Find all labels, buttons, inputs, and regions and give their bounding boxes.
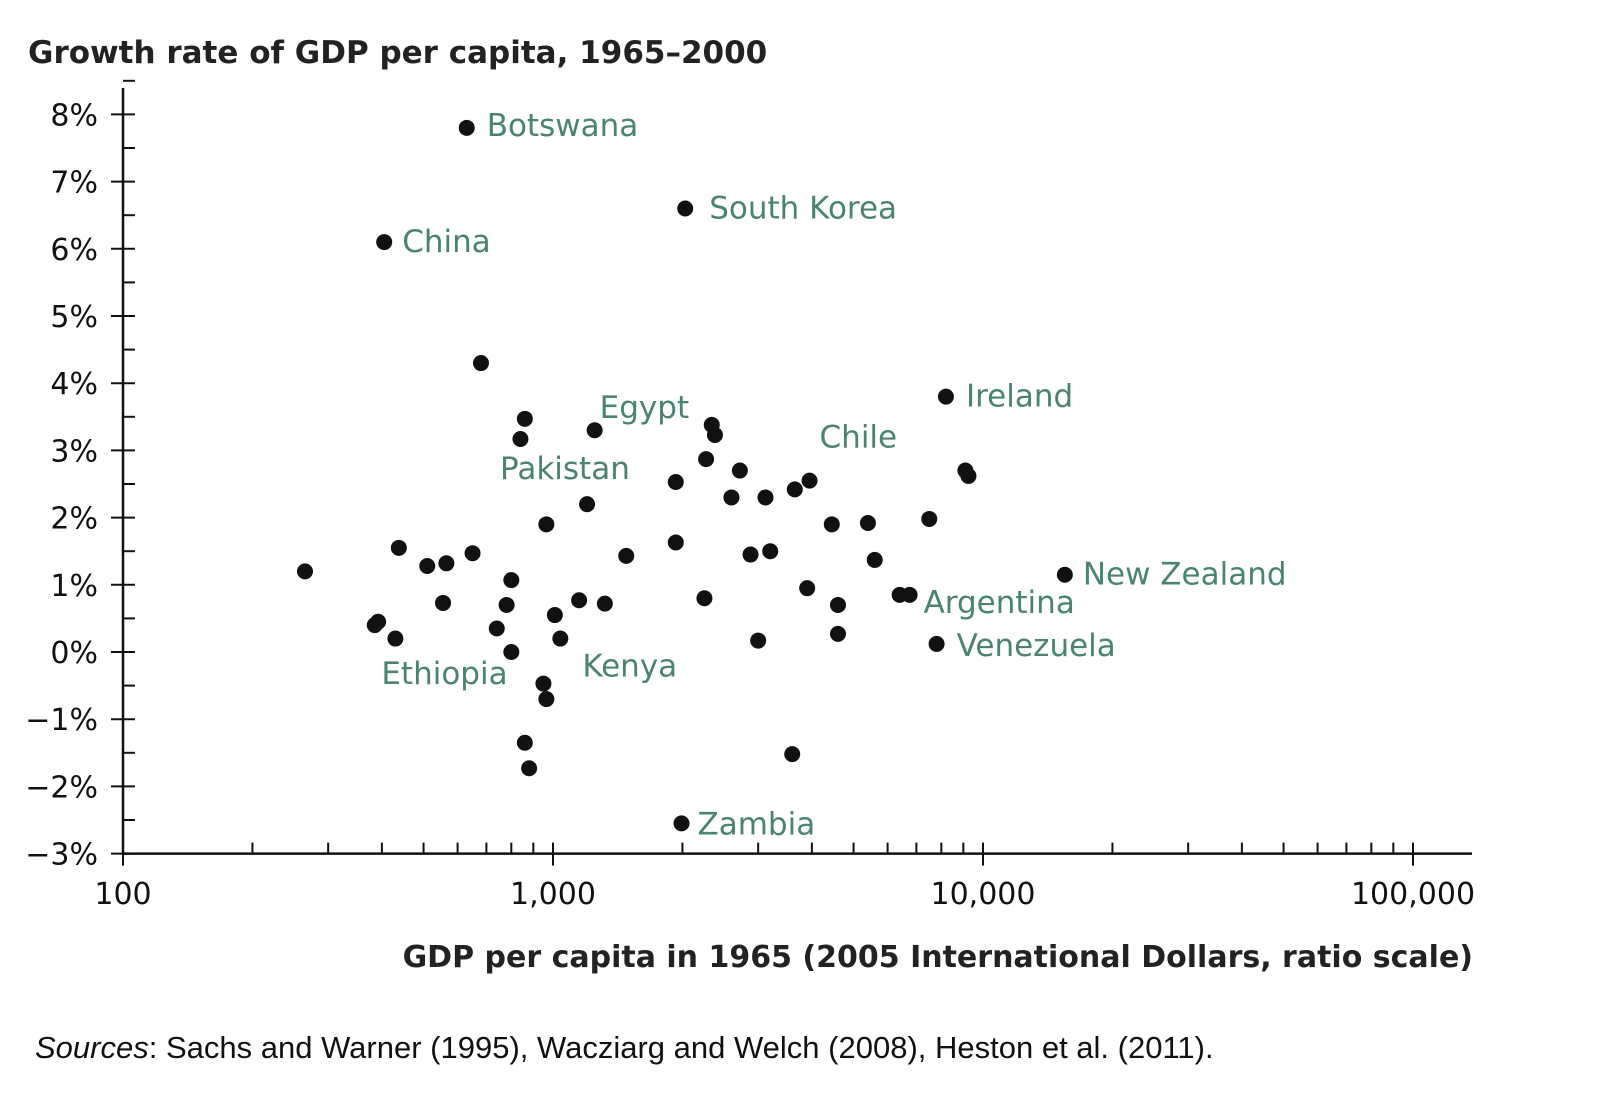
data-point — [488, 620, 505, 637]
data-point — [370, 613, 387, 630]
data-point — [677, 200, 694, 217]
data-point — [512, 430, 529, 447]
data-point — [928, 635, 945, 652]
x-tick-label: 100 — [94, 877, 151, 912]
y-tick-label: 2% — [50, 502, 98, 537]
y-tick-label: −1% — [25, 703, 98, 738]
data-point — [901, 586, 918, 603]
data-point — [706, 426, 723, 443]
y-tick-label: 5% — [50, 300, 98, 335]
x-tick-label: 1,000 — [510, 877, 596, 912]
y-tick-label: −3% — [25, 838, 98, 873]
data-point — [799, 580, 816, 597]
data-point — [546, 607, 563, 624]
data-point — [750, 632, 767, 649]
x-tick-label: 100,000 — [1351, 877, 1475, 912]
data-point — [823, 516, 840, 533]
data-point — [921, 510, 938, 527]
data-point — [742, 546, 759, 563]
data-point — [552, 630, 569, 647]
data-point — [667, 473, 684, 490]
point-label: Kenya — [582, 649, 677, 685]
y-tick-label: 0% — [50, 636, 98, 671]
data-point — [538, 691, 555, 708]
point-label: Pakistan — [500, 451, 630, 487]
point-label: Botswana — [487, 108, 639, 144]
data-point — [960, 467, 977, 484]
data-point — [731, 462, 748, 479]
data-point — [521, 760, 538, 777]
data-point — [516, 734, 533, 751]
data-point — [596, 595, 613, 612]
y-tick-label: 1% — [50, 569, 98, 604]
point-label: New Zealand — [1083, 557, 1287, 593]
data-point — [435, 594, 452, 611]
data-point — [829, 625, 846, 642]
data-point — [618, 547, 635, 564]
y-tick-label: 6% — [50, 233, 98, 268]
y-tick-label: −2% — [25, 770, 98, 805]
point-label: Ethiopia — [381, 656, 507, 692]
data-point — [866, 551, 883, 568]
chart-title: Growth rate of GDP per capita, 1965–2000 — [28, 35, 767, 71]
data-point — [801, 472, 818, 489]
data-point — [859, 514, 876, 531]
data-point — [673, 815, 690, 832]
data-point — [503, 572, 520, 589]
data-point — [667, 534, 684, 551]
source-text: : Sachs and Warner (1995), Wacziarg and … — [148, 1030, 1214, 1065]
point-label: Venezuela — [957, 628, 1116, 664]
point-label: Egypt — [600, 390, 689, 426]
data-point — [472, 355, 489, 372]
point-label: China — [402, 224, 491, 260]
data-point — [829, 596, 846, 613]
y-tick-label: 8% — [50, 98, 98, 133]
data-point — [1056, 566, 1073, 583]
tick-labels: 8% 7% 6% 5% 4% 3% 2% 1% 0% −1% −2% −3% 100 1,000 10,00… — [25, 98, 1475, 912]
data-point — [698, 451, 715, 468]
axes — [111, 79, 1472, 866]
data-point — [376, 234, 393, 251]
data-point — [571, 592, 588, 609]
x-tick-label: 10,000 — [931, 877, 1036, 912]
data-point — [503, 644, 520, 660]
data-point — [762, 543, 779, 560]
data-point — [458, 119, 475, 136]
data-point — [579, 496, 596, 513]
data-point — [784, 746, 801, 763]
data-point — [723, 489, 740, 506]
point-label: Chile — [820, 420, 898, 456]
point-label: Argentina — [924, 585, 1075, 621]
data-point — [498, 596, 515, 613]
source-note: Sources: Sachs and Warner (1995), Waczia… — [35, 1030, 1214, 1066]
data-point — [516, 410, 533, 427]
point-label: Ireland — [966, 379, 1073, 415]
y-tick-label: 7% — [50, 166, 98, 201]
data-point — [438, 555, 455, 572]
data-point — [390, 539, 407, 556]
data-point — [296, 563, 313, 580]
data-point — [586, 422, 603, 439]
x-axis-title: GDP per capita in 1965 (2005 Internation… — [403, 940, 1473, 975]
data-point — [464, 545, 481, 562]
y-tick-label: 4% — [50, 367, 98, 402]
data-point — [538, 516, 555, 533]
point-label: South Korea — [709, 190, 897, 226]
point-label: Zambia — [698, 806, 816, 842]
data-point — [786, 481, 803, 498]
data-point — [757, 489, 774, 506]
data-point — [696, 590, 713, 607]
point-labels: Botswana South Korea China Ireland Egypt Chil… — [381, 108, 1286, 843]
data-point — [419, 557, 436, 574]
y-tick-label: 3% — [50, 434, 98, 469]
data-point — [535, 675, 552, 692]
source-label: Sources — [35, 1030, 149, 1065]
data-point — [937, 388, 954, 405]
data-point — [387, 630, 404, 647]
data-points — [296, 119, 1073, 832]
